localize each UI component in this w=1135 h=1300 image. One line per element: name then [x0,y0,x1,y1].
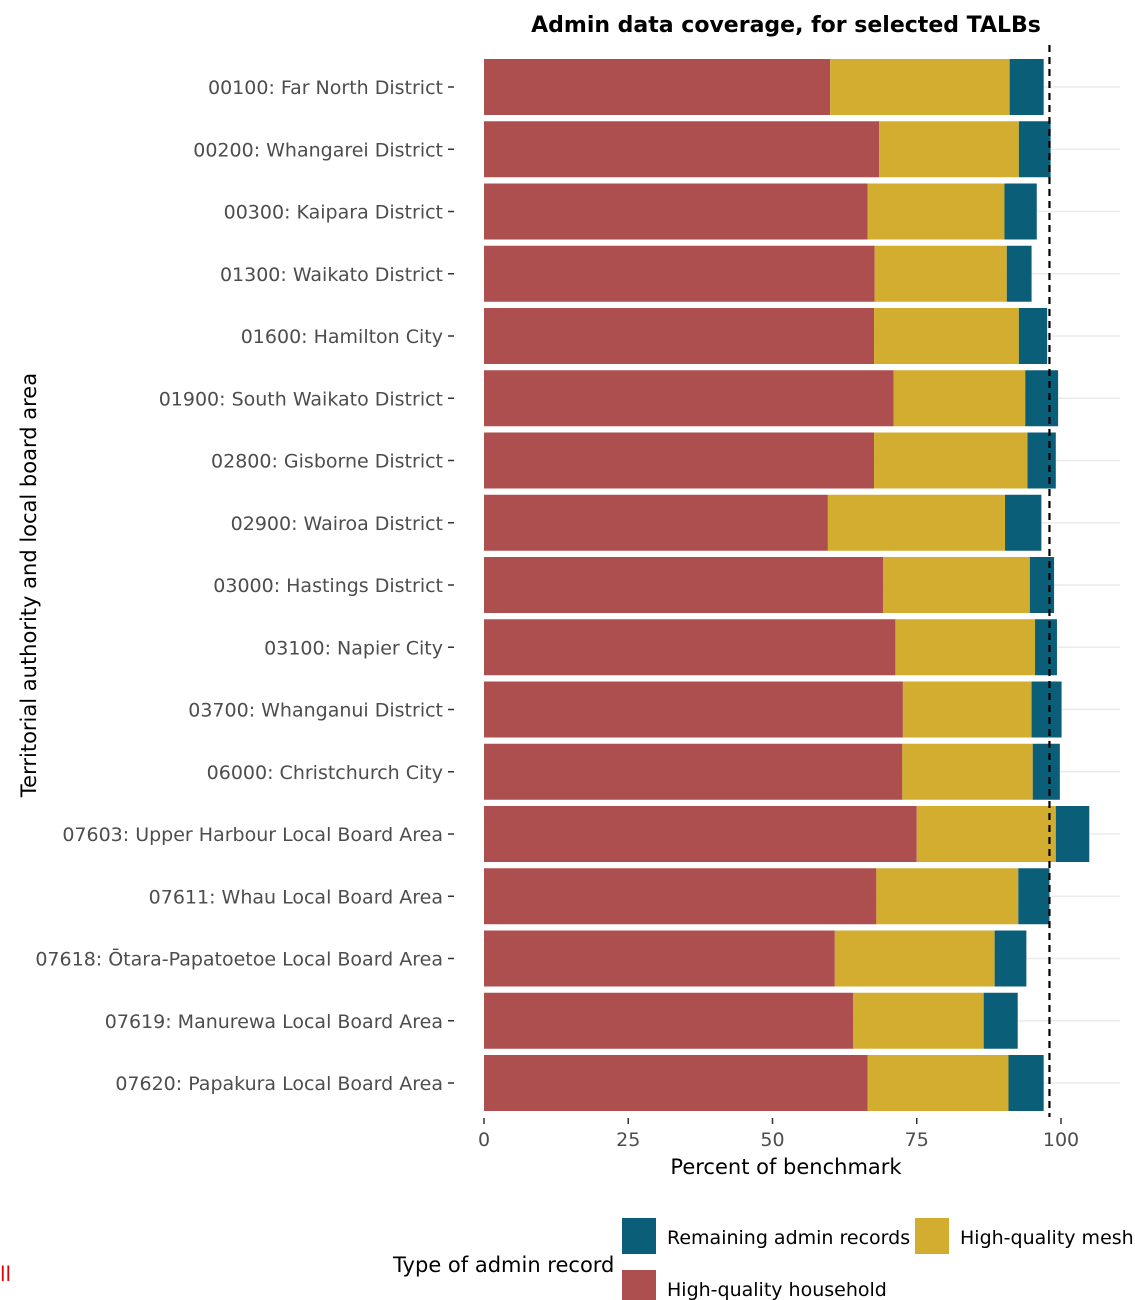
legend: Type of admin record Remaining admin rec… [392,1218,1134,1300]
y-tick-label: 01600: Hamilton City [241,326,443,348]
x-tick-label: 25 [616,1129,640,1151]
bar-segment-high-quality-mesh [874,432,1028,489]
bar-segment-high-quality-household [484,59,831,115]
legend-label-high-quality-household: High-quality household [667,1279,887,1300]
bar-segment-high-quality-household [484,992,854,1049]
bar-segment-high-quality-household [484,619,896,676]
bar-segment-high-quality-household [484,494,828,551]
y-tick-label: 07619: Manurewa Local Board Area [105,1011,443,1033]
bar-segment-high-quality-household [484,930,835,987]
legend-swatch-high-quality-mesh [915,1218,949,1254]
bar-segment-high-quality-household [484,868,877,925]
y-tick-label: 07620: Papakura Local Board Area [115,1073,443,1095]
bar-segment-high-quality-household [484,743,903,800]
bar-segment-remaining-admin-records [1005,494,1042,551]
y-tick-label: 02800: Gisborne District [211,451,443,473]
y-tick-label: 07611: Whau Local Board Area [149,886,443,908]
bar-segment-high-quality-household [484,183,868,240]
bar-segment-high-quality-household [484,557,884,613]
bar-segment-high-quality-household [484,308,875,364]
bar-segment-high-quality-mesh [902,743,1033,800]
legend-swatch-remaining-admin-records [622,1218,656,1254]
bar-segment-remaining-admin-records [1032,743,1060,800]
bar-segment-high-quality-mesh [902,681,1032,738]
bar-segment-high-quality-mesh [874,308,1019,364]
bar-segment-remaining-admin-records [994,930,1027,987]
y-tick-label: 01300: Waikato District [220,264,443,286]
bar-segment-remaining-admin-records [1055,806,1090,862]
bar-segment-high-quality-mesh [830,59,1010,115]
bar-segment-remaining-admin-records [1025,370,1059,427]
bar-segment-high-quality-mesh [834,930,995,987]
x-axis-ticks: 0 25 50 75 100 [478,1118,1079,1151]
bar-segment-high-quality-mesh [879,121,1019,178]
bar-segment-remaining-admin-records [1018,121,1051,178]
bar-segment-high-quality-household [484,1055,868,1111]
bar-segment-remaining-admin-records [983,992,1018,1049]
bar-segment-high-quality-household [484,681,903,738]
y-tick-label: 02900: Wairoa District [231,513,443,535]
bar-segment-remaining-admin-records [1018,308,1048,364]
y-tick-label: 01900: South Waikato District [159,388,443,410]
legend-title: Type of admin record [392,1253,614,1277]
y-tick-label: 06000: Christchurch City [207,762,443,784]
bar-segment-high-quality-household [484,121,880,178]
chart-title: Admin data coverage, for selected TALBs [531,13,1041,38]
bar-segment-high-quality-mesh [867,183,1005,240]
y-tick-label: 07603: Upper Harbour Local Board Area [62,824,443,846]
x-tick-label: 0 [478,1129,490,1151]
bar-segment-remaining-admin-records [1008,1055,1044,1111]
bar-segment-high-quality-mesh [916,806,1056,862]
y-axis-labels: 00100: Far North District 00200: Whangare… [35,77,454,1095]
legend-label-high-quality-mesh: High-quality mesh [960,1227,1134,1249]
bar-segment-remaining-admin-records [1018,868,1050,925]
bar-segment-high-quality-mesh [883,557,1030,613]
bar-segment-remaining-admin-records [1004,183,1037,240]
x-tick-label: 100 [1043,1129,1079,1151]
bar-segment-high-quality-mesh [827,494,1006,551]
legend-swatch-high-quality-household [622,1270,656,1300]
bar-segment-high-quality-household [484,245,875,302]
bar-segment-high-quality-mesh [874,245,1007,302]
y-tick-label: 03000: Hastings District [213,575,443,597]
legend-label-remaining-admin-records: Remaining admin records [667,1227,910,1249]
y-axis-title: Territorial authority and local board ar… [17,373,41,798]
y-tick-label: 00100: Far North District [208,77,443,99]
bar-segment-high-quality-mesh [893,370,1026,427]
bar-segment-remaining-admin-records [1031,681,1062,738]
bar-segment-remaining-admin-records [1006,245,1032,302]
bar-segment-remaining-admin-records [1009,59,1044,115]
bar-segment-high-quality-household [484,432,875,489]
y-tick-label: 03700: Whanganui District [188,700,443,722]
y-tick-label: 00200: Whangarei District [193,139,443,161]
y-tick-label: 07618: Ōtara-Papatoetoe Local Board Area [35,947,443,971]
bar-segment-high-quality-household [484,370,894,427]
bar-segment-remaining-admin-records [1027,432,1056,489]
bar-segment-high-quality-household [484,806,917,862]
bar-segment-high-quality-mesh [853,992,984,1049]
y-tick-label: 03100: Napier City [264,637,443,659]
bar-segment-high-quality-mesh [867,1055,1009,1111]
bars [484,59,1090,1111]
x-axis-title: Percent of benchmark [670,1155,902,1179]
x-tick-label: 50 [760,1129,784,1151]
x-tick-label: 75 [905,1129,929,1151]
corner-mark: ll [0,1262,12,1286]
y-tick-label: 00300: Kaipara District [224,202,443,224]
bar-segment-high-quality-mesh [895,619,1036,676]
bar-segment-high-quality-mesh [876,868,1019,925]
bar-segment-remaining-admin-records [1035,619,1057,676]
